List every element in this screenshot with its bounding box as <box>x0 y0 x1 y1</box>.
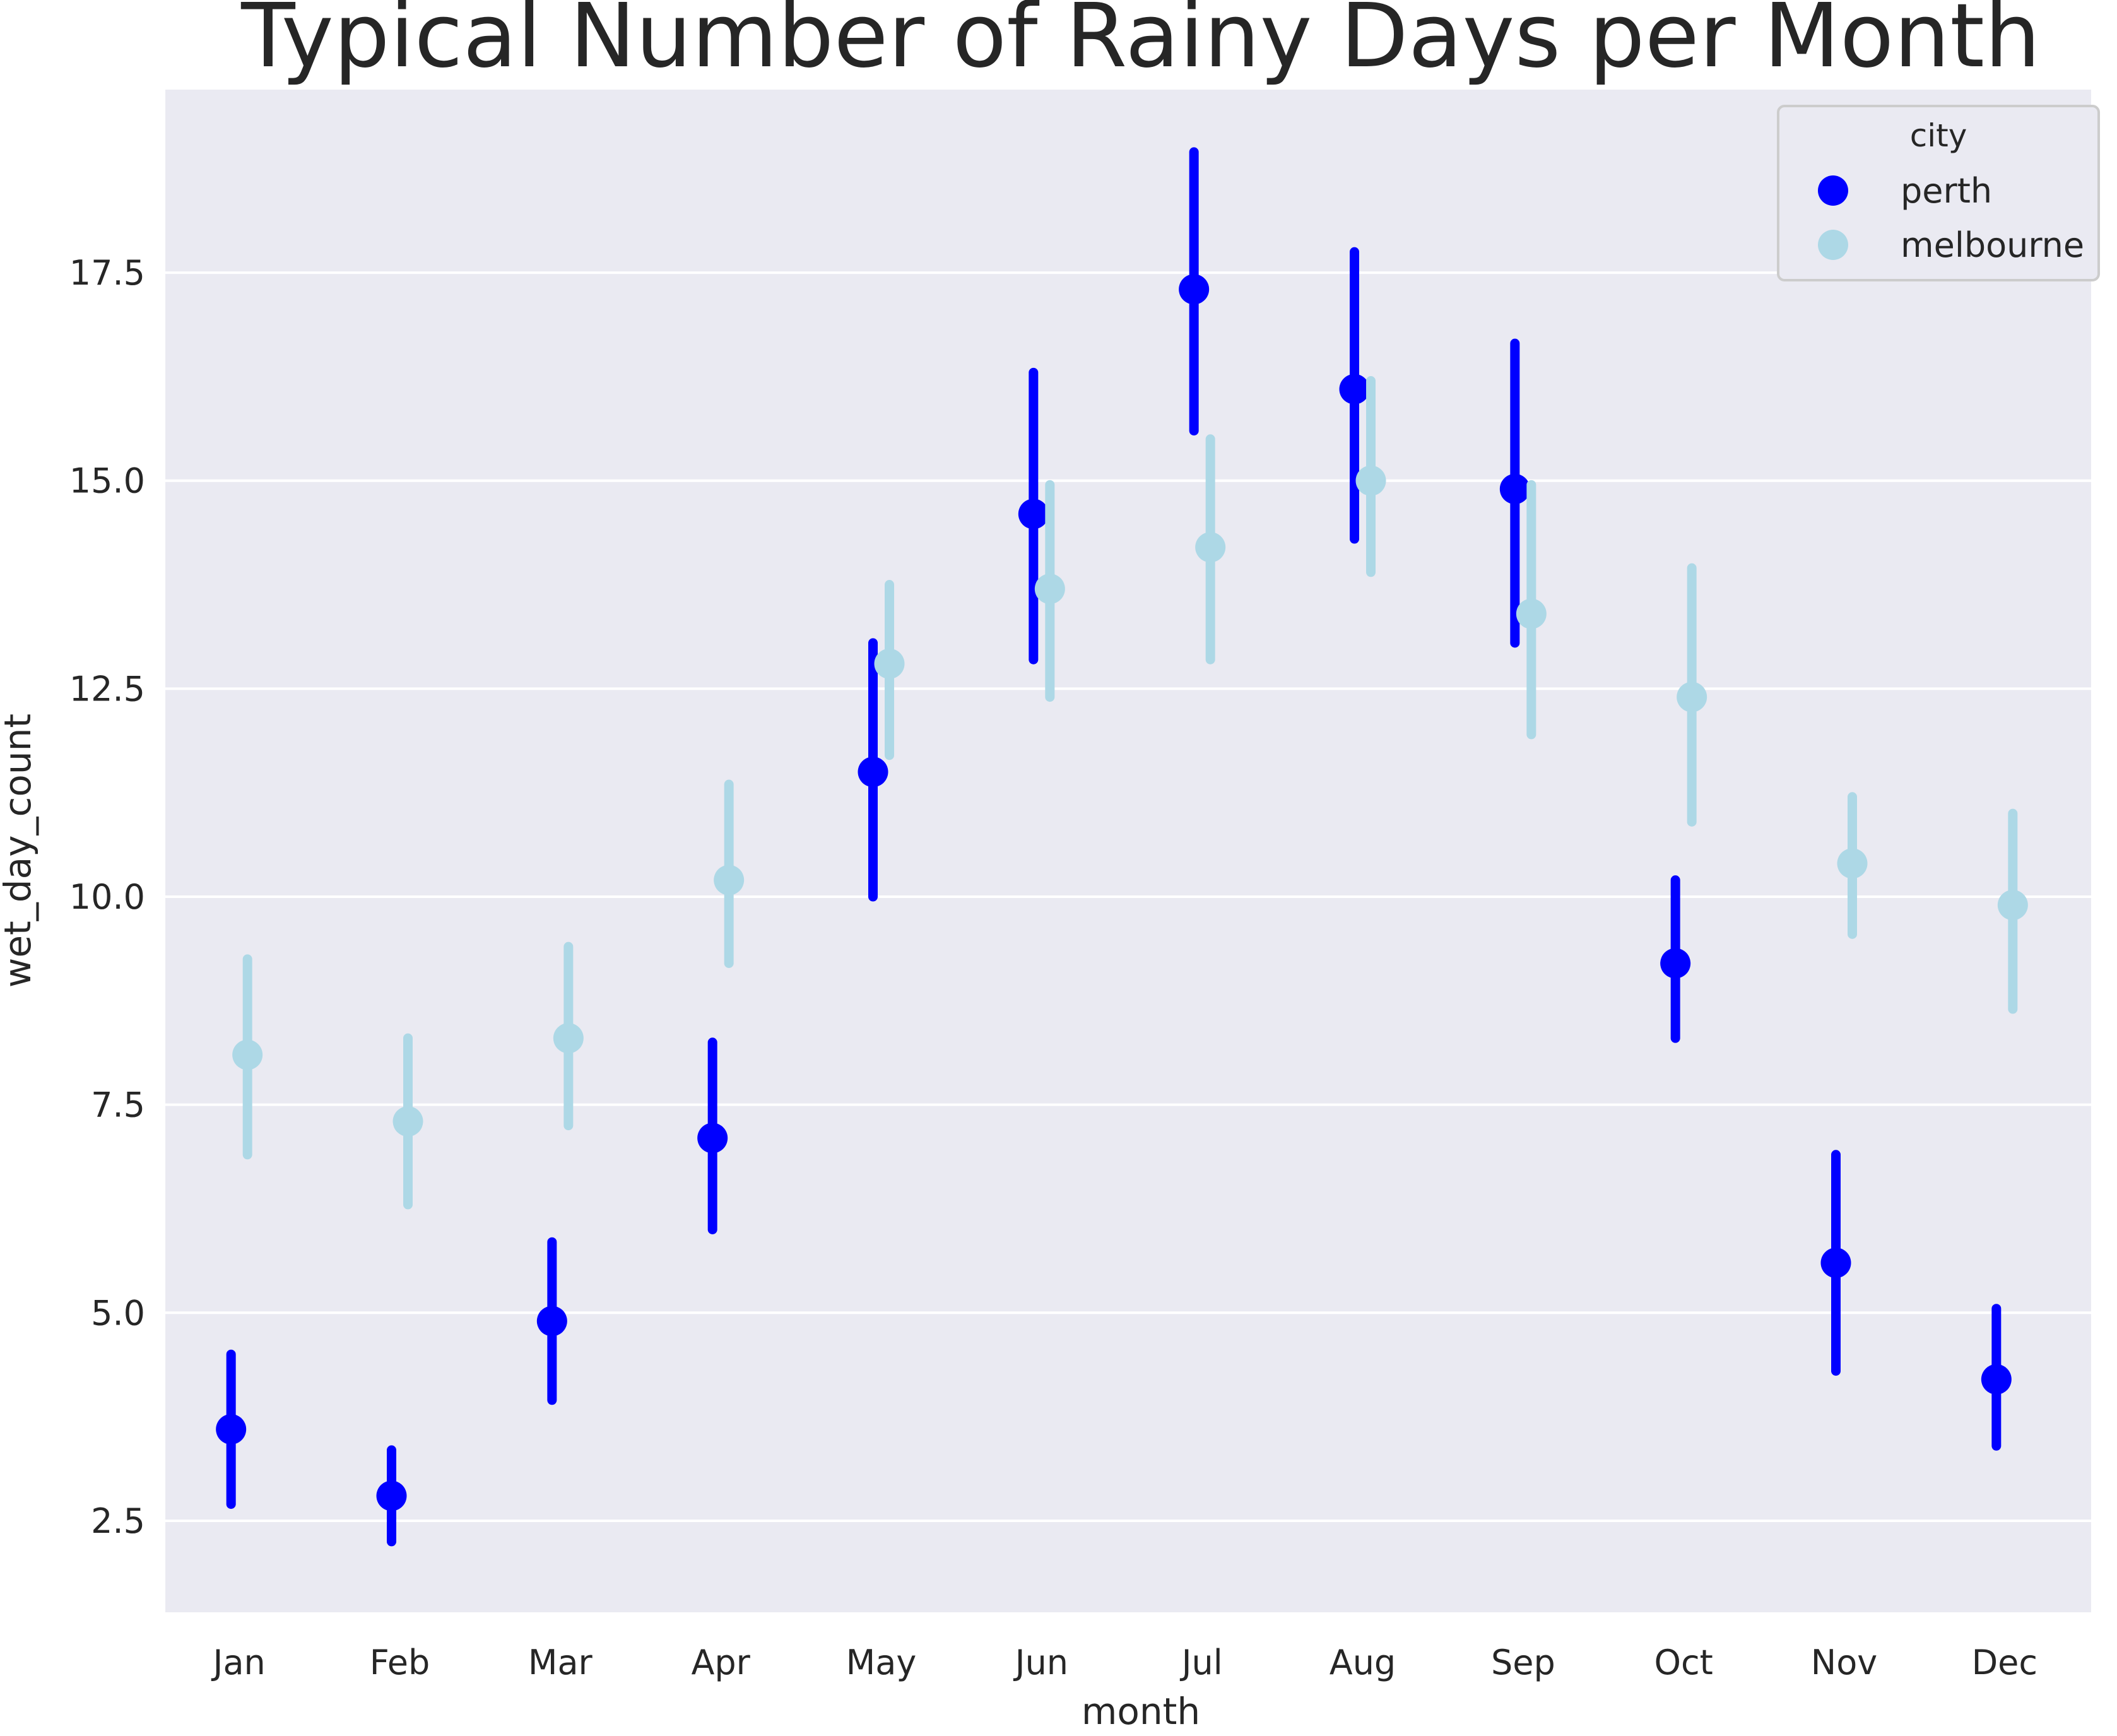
data-point <box>874 648 905 679</box>
legend-label: melbourne <box>1901 225 2084 265</box>
y-tick-label: 10.0 <box>69 877 145 917</box>
y-tick-label: 5.0 <box>91 1293 145 1333</box>
series-perth <box>216 147 2012 1547</box>
data-point <box>1339 374 1370 404</box>
x-tick-labels: Jan Feb Mar Apr May Jun Jul Aug Sep Oct Nov Dec <box>211 1643 2038 1682</box>
data-point <box>858 757 888 788</box>
x-tick-label: Aug <box>1330 1643 1396 1682</box>
y-axis-label: wet_day_count <box>0 714 39 988</box>
y-tick-labels: 2.5 5.0 7.5 10.0 12.5 15.0 17.5 <box>69 253 145 1541</box>
x-tick-label: Feb <box>370 1643 430 1682</box>
legend-box <box>1777 105 2100 281</box>
x-axis-label: month <box>1082 1690 1200 1733</box>
x-tick-label: Jun <box>1013 1643 1068 1682</box>
data-point <box>1195 532 1226 563</box>
x-tick-label: May <box>846 1643 917 1682</box>
chart-title: Typical Number of Rainy Days per Month <box>240 0 2041 88</box>
x-tick-label: Nov <box>1811 1643 1877 1682</box>
data-point <box>1677 682 1707 712</box>
x-tick-label: Dec <box>1972 1643 2038 1682</box>
x-tick-label: Mar <box>528 1643 593 1682</box>
data-point <box>1837 848 1868 879</box>
data-point <box>376 1480 407 1511</box>
data-point <box>1355 465 1386 496</box>
series-melbourne <box>232 376 2028 1210</box>
y-tick-label: 2.5 <box>91 1501 145 1541</box>
y-tick-label: 17.5 <box>69 253 145 293</box>
data-point <box>1820 1248 1851 1278</box>
y-tick-label: 15.0 <box>69 461 145 501</box>
legend-label: perth <box>1901 171 1992 211</box>
data-point <box>1660 948 1691 979</box>
data-point <box>216 1414 247 1444</box>
legend-entries: perth melbourne <box>1818 171 2084 265</box>
gridlines <box>165 271 2091 1522</box>
x-tick-label: Jan <box>211 1643 266 1682</box>
legend-marker <box>1818 175 1848 206</box>
data-point <box>697 1123 728 1154</box>
x-tick-label: Sep <box>1491 1643 1555 1682</box>
data-point <box>1034 574 1065 605</box>
series-layer <box>216 147 2028 1547</box>
legend: city perth melbourne <box>1777 105 2100 281</box>
legend-marker <box>1818 230 1848 260</box>
x-tick-label: Jul <box>1180 1643 1223 1682</box>
data-point <box>1981 1364 2012 1395</box>
data-point <box>536 1306 567 1337</box>
data-point <box>1997 890 2028 921</box>
data-point <box>232 1039 263 1070</box>
data-point <box>1516 598 1547 629</box>
y-tick-label: 12.5 <box>69 669 145 709</box>
data-point <box>1179 274 1210 305</box>
data-point <box>714 865 745 895</box>
data-point <box>1018 499 1049 529</box>
plot-area <box>165 90 2091 1612</box>
legend-title: city <box>1910 117 1967 154</box>
x-tick-label: Apr <box>691 1643 750 1682</box>
data-point <box>1499 473 1530 504</box>
y-tick-label: 7.5 <box>91 1085 145 1125</box>
x-tick-label: Oct <box>1654 1643 1713 1682</box>
data-point <box>553 1023 584 1054</box>
data-point <box>392 1106 423 1137</box>
